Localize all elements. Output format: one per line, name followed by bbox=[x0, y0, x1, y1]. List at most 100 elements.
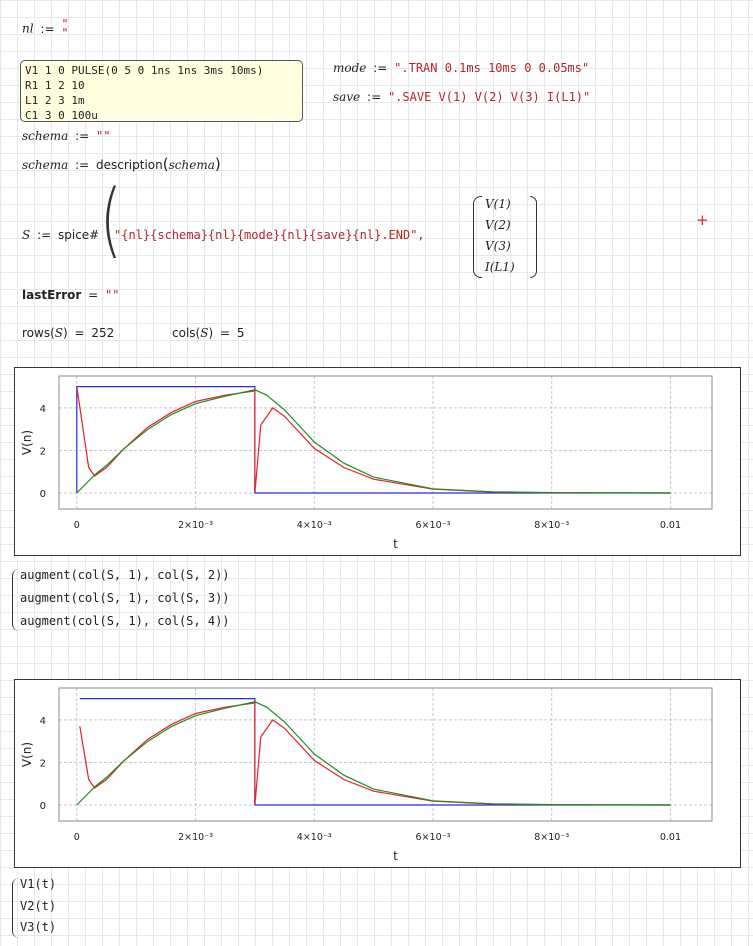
series-2-line bbox=[76, 386, 671, 494]
netlist-line: L1 2 3 1m bbox=[25, 94, 85, 107]
nl-definition[interactable]: nl := " " bbox=[22, 17, 69, 40]
netlist-line: V1 1 0 PULSE(0 5 0 1ns 1ns 3ms 10ms) bbox=[25, 64, 264, 77]
plot-area-frame bbox=[58, 375, 713, 510]
assign-operator: := bbox=[367, 90, 382, 104]
spice-arg-string: "{nl}{schema}{nl}{mode}{nl}{save}{nl}.EN… bbox=[114, 228, 425, 242]
assign-operator: := bbox=[75, 129, 90, 143]
description-function: description bbox=[96, 158, 163, 172]
y-axis-label: V(n) bbox=[20, 430, 34, 455]
x-tick-label: 0.01 bbox=[660, 832, 681, 843]
save-value: ".SAVE V(1) V(2) V(3) I(L1)" bbox=[387, 90, 591, 104]
close-paren: ) bbox=[214, 155, 221, 173]
open-paren: ( bbox=[100, 173, 122, 268]
spice-definition[interactable]: S := spice# ( "{nl}{schema}{nl}{mode}{nl… bbox=[0, 180, 600, 280]
equals-operator: = bbox=[74, 326, 85, 340]
y-tick-label: 4 bbox=[40, 716, 46, 727]
x-tick-label: 0.01 bbox=[660, 520, 681, 531]
assign-operator: := bbox=[373, 61, 388, 75]
v3-function[interactable]: V3(t) bbox=[20, 920, 57, 934]
x-tick-label: 8×10⁻³ bbox=[534, 520, 569, 531]
vfunc-left-brace bbox=[12, 878, 19, 938]
netlist-line: C1 3 0 100u bbox=[25, 109, 98, 122]
mode-value: ".TRAN 0.1ms 10ms 0 0.05ms" bbox=[394, 61, 590, 75]
cursor-crosshair-icon: + bbox=[696, 211, 709, 229]
last-error-name: lastError bbox=[22, 288, 82, 302]
assign-operator: := bbox=[40, 21, 55, 36]
close-paren: ) bbox=[63, 326, 68, 340]
series-3-line bbox=[76, 389, 671, 494]
schema-name: schema bbox=[22, 158, 69, 172]
save-definition[interactable]: save := ".SAVE V(1) V(2) V(3) I(L1)" bbox=[333, 90, 590, 104]
nl-value: " " bbox=[61, 17, 69, 40]
spice-lhs: S := spice# bbox=[22, 228, 99, 242]
close-paren: ) bbox=[208, 326, 214, 340]
x-tick-label: 0 bbox=[74, 520, 80, 531]
equals-operator: = bbox=[219, 326, 231, 340]
series-3-line bbox=[76, 701, 671, 806]
x-tick-label: 2×10⁻³ bbox=[178, 520, 213, 531]
vector-item: V(2) bbox=[485, 218, 511, 232]
grid bbox=[59, 688, 712, 821]
rows-result: 252 bbox=[91, 326, 115, 340]
vector-item: I(L1) bbox=[485, 260, 515, 274]
series-1-line bbox=[76, 386, 671, 494]
augment-left-brace bbox=[12, 569, 19, 631]
v2-function[interactable]: V2(t) bbox=[20, 899, 57, 913]
schema-description-definition[interactable]: schema := description(schema) bbox=[22, 155, 221, 173]
equals-operator: = bbox=[88, 288, 99, 302]
open-paren: ( bbox=[195, 326, 201, 340]
x-tick-label: 4×10⁻³ bbox=[297, 520, 332, 531]
vector-item: V(1) bbox=[485, 197, 511, 211]
x-tick-label: 0 bbox=[74, 832, 80, 843]
s-name: S bbox=[22, 228, 31, 242]
augment-expression-2[interactable]: augment(col(S, 1), col(S, 3)) bbox=[20, 591, 230, 605]
y-axis-label: V(n) bbox=[20, 742, 34, 767]
cols-function: cols bbox=[172, 326, 196, 340]
save-name: save bbox=[333, 90, 361, 104]
augment-expression-1[interactable]: augment(col(S, 1), col(S, 2)) bbox=[20, 568, 230, 582]
y-tick-label: 2 bbox=[40, 446, 46, 457]
mode-definition[interactable]: mode := ".TRAN 0.1ms 10ms 0 0.05ms" bbox=[333, 61, 589, 75]
x-tick-label: 6×10⁻³ bbox=[416, 520, 451, 531]
last-error-value: "" bbox=[105, 288, 120, 302]
v1-function[interactable]: V1(t) bbox=[20, 877, 57, 891]
rows-expression[interactable]: rows(S) = 252 bbox=[22, 326, 114, 340]
save-vector: V(1) V(2) V(3) I(L1) bbox=[485, 194, 515, 278]
series-2-line bbox=[79, 702, 671, 806]
schema-arg: schema bbox=[168, 158, 215, 172]
x-axis-label: t bbox=[393, 537, 398, 551]
plot-2[interactable]: 0 2×10⁻³ 4×10⁻³ 6×10⁻³ 8×10⁻³ 0.01 0 2 4 t V(n) bbox=[14, 679, 741, 868]
vector-right-brace bbox=[530, 196, 537, 278]
plot-1-svg: 0 2×10⁻³ 4×10⁻³ 6×10⁻³ 8×10⁻³ 0.01 0 2 4 t V(n) bbox=[20, 375, 713, 551]
plot-2-svg: 0 2×10⁻³ 4×10⁻³ 6×10⁻³ 8×10⁻³ 0.01 0 2 4 t V(n) bbox=[20, 687, 713, 863]
open-paren: ( bbox=[50, 326, 55, 340]
schema-empty-value: "" bbox=[96, 129, 111, 143]
vector-item: V(3) bbox=[485, 239, 511, 253]
assign-operator: := bbox=[75, 158, 90, 172]
vector-left-brace bbox=[473, 196, 482, 278]
rows-arg: S bbox=[54, 326, 63, 340]
spice-function: spice# bbox=[58, 228, 100, 242]
y-tick-label: 0 bbox=[40, 489, 46, 500]
cols-arg: S bbox=[200, 326, 209, 340]
netlist-textbox[interactable]: V1 1 0 PULSE(0 5 0 1ns 1ns 3ms 10ms) R1 … bbox=[20, 60, 303, 122]
cols-expression[interactable]: cols(S) = 5 bbox=[172, 326, 245, 340]
nl-name: nl bbox=[22, 21, 34, 36]
cols-result: 5 bbox=[236, 326, 245, 340]
plot-area-frame bbox=[58, 687, 713, 822]
schema-name: schema bbox=[22, 129, 69, 143]
open-paren: ( bbox=[162, 155, 169, 173]
x-tick-label: 6×10⁻³ bbox=[416, 832, 451, 843]
x-tick-label: 4×10⁻³ bbox=[297, 832, 332, 843]
grid bbox=[59, 376, 712, 509]
plot-1[interactable]: 0 2×10⁻³ 4×10⁻³ 6×10⁻³ 8×10⁻³ 0.01 0 2 4 t V(n) bbox=[14, 367, 741, 556]
netlist-line: R1 1 2 10 bbox=[25, 79, 85, 92]
augment-expression-3[interactable]: augment(col(S, 1), col(S, 4)) bbox=[20, 614, 230, 628]
mode-name: mode bbox=[333, 61, 367, 75]
last-error-expression[interactable]: lastError = "" bbox=[22, 288, 119, 302]
y-tick-label: 4 bbox=[40, 404, 46, 415]
x-tick-label: 8×10⁻³ bbox=[534, 832, 569, 843]
x-tick-label: 2×10⁻³ bbox=[178, 832, 213, 843]
schema-empty-definition[interactable]: schema := "" bbox=[22, 129, 110, 143]
rows-function: rows bbox=[22, 326, 51, 340]
